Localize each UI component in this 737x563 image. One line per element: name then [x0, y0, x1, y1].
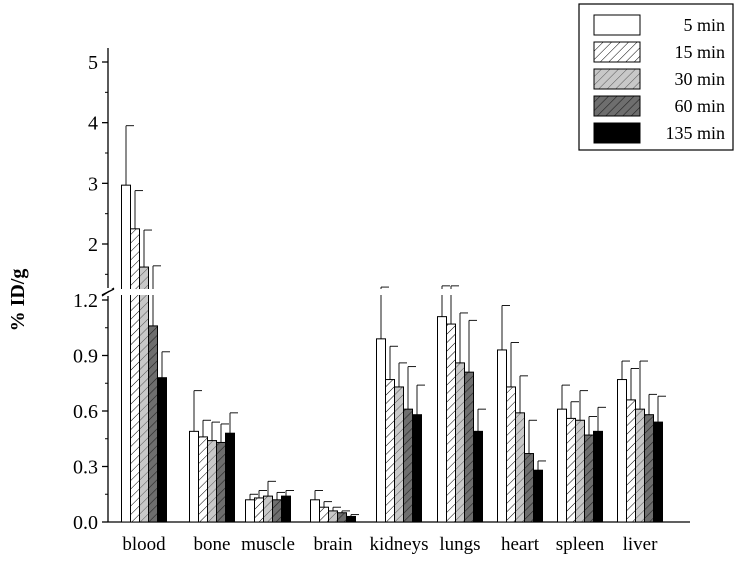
bar-bone-5min	[189, 430, 199, 523]
bar-brain-5min	[310, 499, 320, 523]
bar-bone-15min	[198, 436, 208, 523]
y-tick-label: 3	[88, 173, 98, 195]
category-label-muscle: muscle	[241, 534, 295, 555]
legend-label: 135 min	[665, 123, 725, 143]
category-label-blood: blood	[122, 534, 166, 555]
y-tick-label: 0.0	[73, 512, 98, 534]
bar-muscle-15min	[254, 497, 264, 523]
bars	[101, 125, 689, 523]
bar-muscle-30min	[263, 495, 273, 523]
legend-label: 60 min	[674, 96, 725, 116]
bar-bone-30min	[207, 440, 217, 523]
bar-liver-15min	[626, 399, 636, 523]
category-label-spleen: spleen	[556, 534, 605, 555]
legend: 5 min 15 min 30 min 60 min 135 min	[578, 3, 734, 151]
bar-lungs-5min	[437, 316, 447, 523]
bar-liver-30min	[635, 408, 645, 523]
bar-blood-60min	[148, 325, 158, 523]
y-tick-label: 1.2	[73, 290, 98, 312]
bar-blood-135min	[157, 377, 167, 523]
bar-kidneys-135min	[412, 414, 422, 523]
category-label-heart: heart	[501, 534, 540, 555]
axis-break-gap	[109, 289, 689, 295]
bar-lungs-60min	[464, 371, 474, 523]
category-labels: blood bone muscle brain kidneys lungs heart spl…	[122, 534, 658, 555]
axes: 0.0 0.3 0.6 0.9 1.2 2 3 4 5	[73, 48, 690, 534]
bar-kidneys-30min	[394, 386, 404, 523]
bar-brain-60min	[337, 512, 347, 523]
bar-muscle-135min	[281, 495, 291, 523]
bar-spleen-30min	[575, 419, 585, 523]
bar-heart-5min	[497, 349, 507, 523]
bar-blood-30min	[139, 266, 149, 523]
y-tick-label: 5	[88, 52, 98, 74]
bar-heart-15min	[506, 386, 516, 523]
bar-brain-15min	[319, 506, 329, 523]
bar-spleen-135min	[593, 430, 603, 523]
bar-bone-135min	[225, 432, 235, 523]
legend-label: 30 min	[674, 69, 725, 89]
category-label-lungs: lungs	[439, 534, 480, 555]
legend-swatch	[593, 122, 641, 144]
bar-lungs-15min	[446, 323, 456, 523]
bar-muscle-5min	[245, 499, 255, 523]
legend-swatch	[593, 41, 641, 63]
legend-swatch	[593, 95, 641, 117]
legend-label: 5 min	[683, 15, 725, 35]
category-label-bone: bone	[194, 534, 231, 555]
bar-lungs-30min	[455, 362, 465, 523]
bar-heart-60min	[524, 453, 534, 523]
axis-break-mark	[101, 288, 115, 296]
bar-kidneys-15min	[385, 379, 395, 523]
bar-liver-5min	[617, 379, 627, 523]
bar-spleen-15min	[566, 417, 576, 523]
category-label-kidneys: kidneys	[369, 534, 428, 555]
y-tick-label: 0.3	[73, 457, 98, 479]
y-tick-label: 0.6	[73, 401, 98, 423]
category-label-liver: liver	[623, 534, 658, 555]
legend-swatch	[593, 68, 641, 90]
y-tick-label: 2	[88, 234, 98, 256]
bar-spleen-60min	[584, 434, 594, 523]
bar-kidneys-5min	[376, 338, 386, 523]
legend-swatch	[593, 14, 641, 36]
bar-spleen-5min	[557, 408, 567, 523]
y-tick-label: 4	[88, 113, 98, 135]
bar-brain-135min	[346, 515, 356, 523]
bar-heart-30min	[515, 412, 525, 523]
y-axis-title: % ID/g	[7, 269, 29, 332]
bar-liver-60min	[644, 414, 654, 523]
legend-label: 15 min	[674, 42, 725, 62]
bar-liver-135min	[653, 421, 663, 523]
bar-blood-5min	[121, 184, 131, 523]
y-tick-label: 0.9	[73, 346, 98, 368]
bar-heart-135min	[533, 469, 543, 523]
bar-bone-60min	[216, 441, 226, 523]
category-label-brain: brain	[313, 534, 353, 555]
bar-lungs-135min	[473, 430, 483, 523]
bar-brain-30min	[328, 510, 338, 523]
bar-muscle-60min	[272, 499, 282, 523]
bar-kidneys-60min	[403, 408, 413, 523]
bar-blood-15min	[130, 228, 140, 523]
